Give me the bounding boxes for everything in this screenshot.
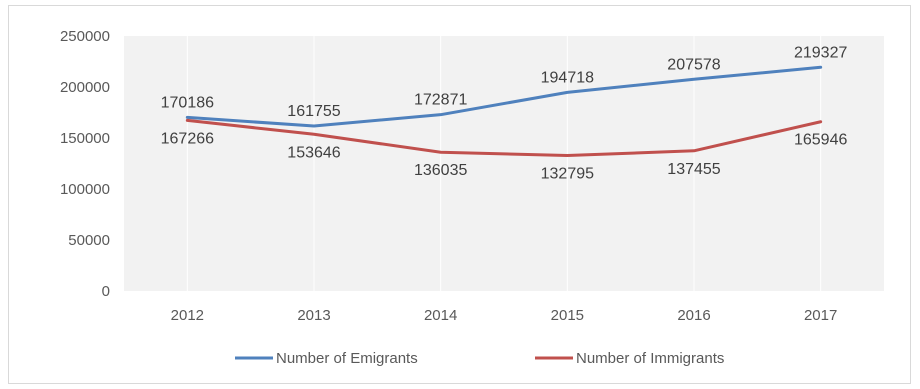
legend-label: Number of Immigrants [576, 350, 724, 367]
data-label: 194718 [541, 69, 594, 86]
legend-label: Number of Emigrants [276, 350, 418, 367]
x-tick-label: 2014 [424, 307, 457, 324]
data-label: 172871 [414, 92, 467, 109]
data-label: 161755 [287, 103, 340, 120]
y-axis: 0 50000 100000 150000 200000 250000 [60, 28, 110, 300]
plot-area [124, 36, 884, 291]
y-tick-label: 50000 [68, 232, 110, 249]
data-label: 137455 [667, 161, 720, 178]
legend: Number of Emigrants Number of Immigrants [235, 350, 724, 367]
data-label: 132795 [541, 166, 594, 183]
data-label: 136035 [414, 162, 467, 179]
data-label: 170186 [161, 94, 214, 111]
y-tick-label: 250000 [60, 28, 110, 45]
x-axis: 2012 2013 2014 2015 2016 2017 [171, 307, 838, 324]
y-tick-label: 100000 [60, 181, 110, 198]
x-tick-label: 2015 [551, 307, 584, 324]
y-tick-label: 0 [102, 283, 110, 300]
series-line-immigrants [185, 118, 823, 158]
data-label: 153646 [287, 144, 340, 161]
x-tick-label: 2016 [677, 307, 710, 324]
x-tick-label: 2012 [171, 307, 204, 324]
data-label: 167266 [161, 130, 214, 147]
y-tick-label: 200000 [60, 79, 110, 96]
data-label: 219327 [794, 44, 847, 61]
x-tick-label: 2017 [804, 307, 837, 324]
series-lines [185, 65, 823, 158]
y-tick-label: 150000 [60, 130, 110, 147]
x-tick-label: 2013 [297, 307, 330, 324]
data-label: 207578 [667, 56, 720, 73]
data-labels: 170186 161755 172871 194718 207578 219327 1672… [161, 44, 848, 182]
data-label: 165946 [794, 132, 847, 149]
chart-frame: 0 50000 100000 150000 200000 250000 2012 2013 2… [8, 5, 911, 384]
series-line-emigrants [185, 65, 823, 128]
